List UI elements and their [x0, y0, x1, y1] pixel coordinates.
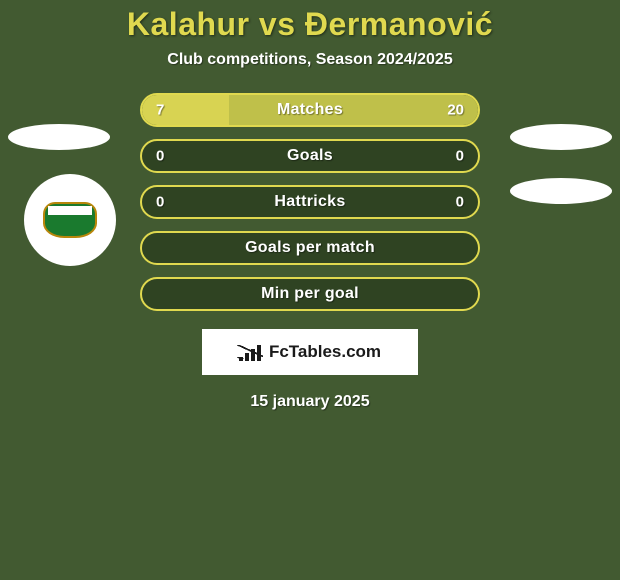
stat-left-value: 7 [156, 102, 164, 119]
stat-fill-right [229, 95, 478, 125]
stat-label: Goals per match [245, 239, 375, 257]
stat-label: Matches [277, 101, 343, 119]
header: Kalahur vs Đermanović Club competitions,… [0, 0, 620, 69]
subtitle: Club competitions, Season 2024/2025 [0, 51, 620, 69]
stat-label: Min per goal [261, 285, 359, 303]
stat-right-value: 0 [456, 148, 464, 165]
stat-left-value: 0 [156, 148, 164, 165]
stat-right-value: 0 [456, 194, 464, 211]
shield-icon [43, 202, 96, 239]
brand-icon-arrow [237, 345, 263, 359]
stat-label: Goals [287, 147, 333, 165]
stat-row: Min per goal [140, 277, 480, 311]
date-label: 15 january 2025 [0, 393, 620, 411]
stat-row: Goals per match [140, 231, 480, 265]
stat-row: 0 0 Hattricks [140, 185, 480, 219]
brand-label: FcTables.com [269, 342, 381, 362]
club-badge-left-1 [8, 124, 110, 150]
stat-left-value: 0 [156, 194, 164, 211]
page-title: Kalahur vs Đermanović [0, 6, 620, 43]
stat-row: 7 20 Matches [140, 93, 480, 127]
club-badge-right-1 [510, 124, 612, 150]
bar-chart-icon [239, 343, 263, 361]
club-emblem-left [24, 174, 116, 266]
shield-stripe [48, 206, 91, 215]
stat-label: Hattricks [274, 193, 345, 211]
brand-box[interactable]: FcTables.com [202, 329, 418, 375]
stat-row: 0 0 Goals [140, 139, 480, 173]
club-badge-right-2 [510, 178, 612, 204]
player-compare-widget: Kalahur vs Đermanović Club competitions,… [0, 0, 620, 580]
stat-right-value: 20 [447, 102, 464, 119]
